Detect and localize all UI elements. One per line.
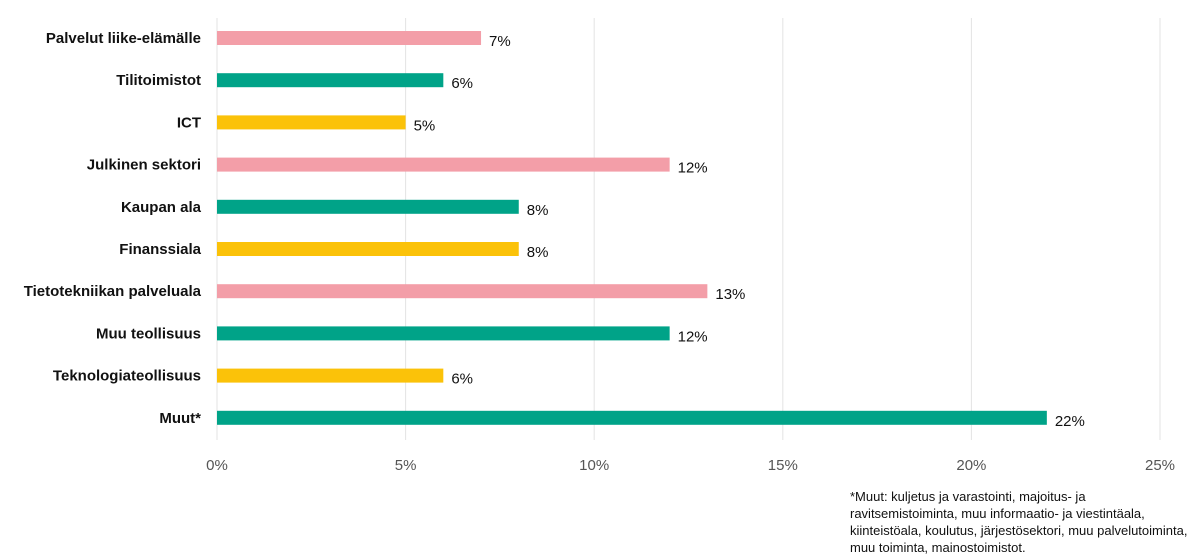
- bar: [217, 73, 444, 88]
- bar: [217, 157, 670, 172]
- category-label: Tietotekniikan palveluala: [24, 283, 202, 300]
- value-label: 8%: [527, 244, 549, 261]
- value-label: 6%: [451, 75, 473, 92]
- value-label: 8%: [527, 202, 549, 219]
- category-label: ICT: [177, 114, 201, 131]
- category-label: Tilitoimistot: [116, 72, 201, 89]
- bar: [217, 284, 708, 299]
- value-label: 22%: [1055, 413, 1085, 430]
- footnote: *Muut: kuljetus ja varastointi, majoitus…: [850, 489, 1188, 555]
- value-label: 12%: [678, 328, 708, 345]
- bar: [217, 31, 482, 45]
- bar: [217, 199, 519, 214]
- category-label: Julkinen sektori: [87, 157, 201, 174]
- category-label: Muu teollisuus: [96, 325, 201, 342]
- bar-chart: 0% 5% 10% 15% 20% 25% Palvelut liike-elämälle 7…: [24, 18, 1175, 474]
- x-tick-label: 20%: [956, 457, 986, 474]
- category-label: Kaupan ala: [121, 199, 202, 216]
- x-tick-label: 15%: [768, 457, 798, 474]
- category-label: Finanssiala: [119, 241, 201, 258]
- category-label: Teknologiateollisuus: [53, 368, 201, 385]
- x-tick-label: 0%: [206, 457, 228, 474]
- value-label: 5%: [414, 117, 436, 134]
- bar: [217, 410, 1047, 425]
- category-label: Muut*: [159, 410, 201, 427]
- bar: [217, 326, 670, 341]
- bar: [217, 242, 519, 256]
- x-tick-label: 25%: [1145, 457, 1175, 474]
- value-label: 6%: [451, 371, 473, 388]
- value-label: 7%: [489, 33, 511, 50]
- x-tick-label: 5%: [395, 457, 417, 474]
- value-label: 12%: [678, 160, 708, 177]
- x-tick-label: 10%: [579, 457, 609, 474]
- bar: [217, 115, 406, 130]
- category-label: Palvelut liike-elämälle: [46, 30, 201, 47]
- value-label: 13%: [715, 286, 745, 303]
- bar: [217, 368, 444, 383]
